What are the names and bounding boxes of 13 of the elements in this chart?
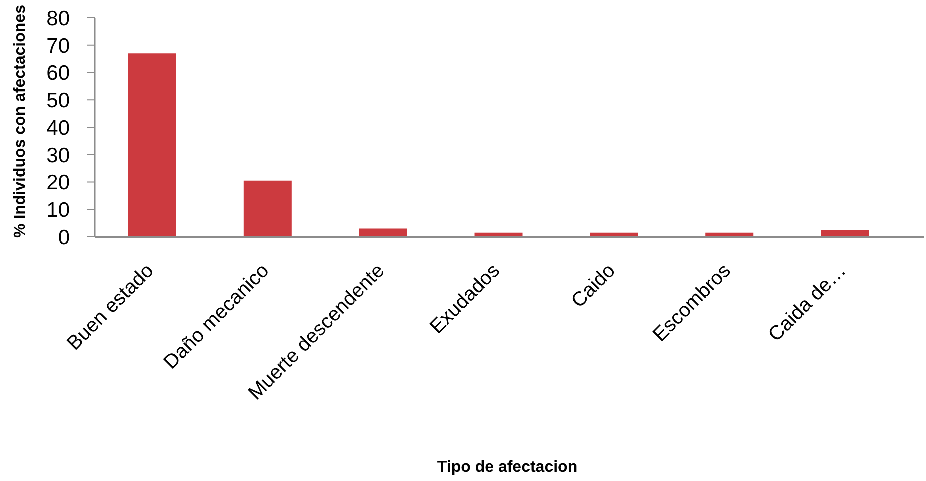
bar [244, 180, 292, 237]
y-axis-title: % Individuos con afectaciones [12, 4, 29, 238]
y-tick-label: 0 [58, 226, 70, 250]
y-tick-label: 80 [46, 7, 70, 30]
y-tick-label: 70 [46, 34, 70, 58]
y-tick-label: 20 [46, 172, 70, 195]
y-tick-label: 60 [46, 62, 70, 86]
y-tick-label: 40 [46, 116, 70, 140]
y-tick-label: 10 [46, 199, 70, 222]
y-tick-label: 30 [46, 144, 70, 168]
bar [128, 54, 176, 237]
y-tick-label: 50 [46, 90, 70, 113]
x-axis-title: Tipo de afectacion [437, 459, 578, 476]
